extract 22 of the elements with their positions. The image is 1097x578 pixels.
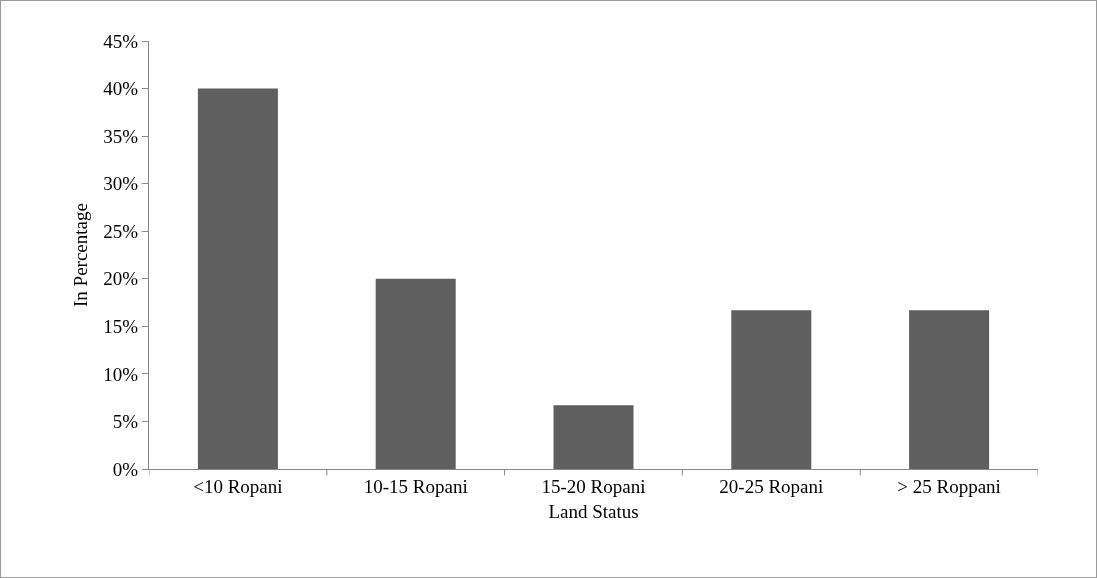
x-axis-title: Land Status	[548, 500, 639, 522]
bar	[553, 405, 634, 469]
y-tick-label: 10%	[103, 363, 139, 385]
y-tick-label: 15%	[103, 315, 139, 337]
y-tick-label: 30%	[103, 173, 139, 195]
bar	[375, 278, 456, 469]
y-tick-label: 40%	[103, 78, 139, 100]
y-tick-label: 35%	[103, 125, 139, 147]
x-tick-label: 15-20 Ropani	[541, 475, 646, 497]
x-tick-label: 20-25 Ropani	[719, 475, 824, 497]
bar	[197, 88, 278, 469]
x-tick-label: 10-15 Ropani	[363, 475, 468, 497]
y-axis-title: In Percentage	[70, 203, 92, 307]
y-tick-label: 0%	[112, 458, 139, 480]
y-tick-label: 20%	[103, 268, 139, 290]
bar	[909, 310, 990, 469]
x-tick-label: <10 Ropani	[193, 475, 283, 497]
y-tick-label: 5%	[112, 411, 139, 433]
x-tick-label: > 25 Roppani	[897, 475, 1001, 497]
y-tick-label: 25%	[103, 220, 139, 242]
y-tick-label: 45%	[103, 30, 139, 52]
bar	[731, 310, 812, 469]
